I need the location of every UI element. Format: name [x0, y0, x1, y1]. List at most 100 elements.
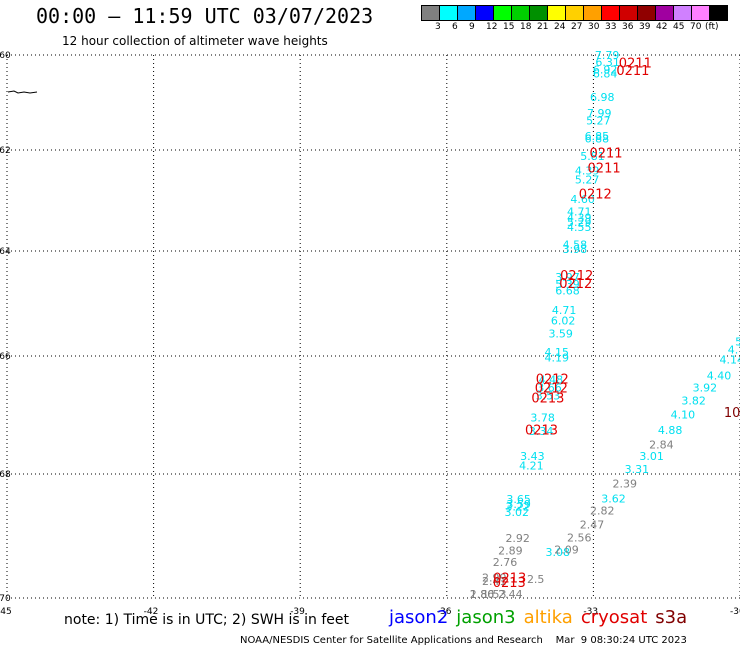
latitude-tick-label: -62 — [0, 146, 11, 156]
color-scale-label: 36 — [622, 22, 634, 32]
color-scale-label: 27 — [571, 22, 583, 32]
wave-height-label: 4.14 — [719, 354, 740, 367]
wave-height-label: 2.92 — [505, 532, 530, 545]
longitude-tick-label: -39 — [290, 607, 305, 617]
wave-height-label: 3.34 — [529, 425, 554, 438]
island-outline — [7, 90, 38, 94]
color-scale-label: 33 — [605, 22, 617, 32]
color-scale-label: 3 — [435, 22, 441, 32]
color-scale-label: 70 — [690, 22, 702, 32]
wave-height-label: 5.27 — [586, 114, 611, 127]
wave-height-label: 2.99 — [482, 571, 507, 584]
wave-height-label: 6.02 — [551, 315, 576, 328]
wave-height-label: 2.82 — [590, 504, 615, 517]
color-scale-label: 24 — [554, 22, 566, 32]
pass-time-label: 0212 — [560, 269, 593, 284]
pass-time-label: 0212 — [535, 382, 568, 397]
wave-height-label: 4.55 — [567, 221, 592, 234]
latitude-tick-label: -64 — [0, 247, 11, 257]
wave-height-label: 3.22 — [505, 501, 530, 514]
color-scale-label: 30 — [588, 22, 600, 32]
pass-time-label: 0211 — [619, 56, 652, 71]
wave-height-label: 5.81 — [580, 150, 605, 163]
pass-time-label: 0211 — [616, 64, 649, 79]
legend-entry-jason3: jason3 — [456, 607, 516, 628]
legend-entry-altika: altika — [523, 607, 573, 628]
longitude-tick-label: -33 — [583, 607, 598, 617]
pass-time-label: 0212 — [559, 277, 592, 292]
wave-height-label: 3.02 — [504, 506, 528, 519]
wave-height-label: 2.47 — [580, 519, 605, 532]
pass-time-label: 0213 — [493, 572, 526, 587]
pass-time-label: 1043 — [724, 406, 740, 421]
wave-height-label: 3.82 — [681, 394, 706, 407]
pass-time-label: 0211 — [588, 162, 621, 177]
wave-height-label: 3.78 — [530, 411, 555, 424]
wave-height-label: 4.19 — [545, 351, 570, 364]
color-scale-label: 21 — [537, 22, 549, 32]
wave-height-label: 4.58 — [563, 238, 588, 251]
wave-height-label: 3.43 — [520, 450, 545, 463]
wave-height-label: 5 — [735, 336, 740, 349]
color-scale-label: 18 — [520, 22, 532, 32]
wave-height-label: 6.92 — [593, 64, 618, 77]
latitude-tick-label: -70 — [0, 594, 11, 604]
pass-time-label: 0213 — [525, 423, 558, 438]
wave-height-label: 3.97 — [555, 271, 580, 284]
wave-height-label: 4.71 — [552, 304, 577, 317]
wave-height-label: 2.76 — [493, 556, 518, 569]
wave-height-label: 7.99 — [587, 107, 612, 120]
wave-height-label: 7.79 — [595, 49, 620, 62]
legend-entry-jason2: jason2 — [389, 607, 449, 628]
color-scale-label: 6 — [452, 22, 458, 32]
wave-height-label: 2.09 — [554, 543, 579, 556]
wave-height-label: 1.53 — [482, 588, 507, 601]
wave-height-label: 3.59 — [548, 328, 573, 341]
color-scale-label: (ft) — [705, 22, 719, 32]
color-swatch — [709, 5, 728, 21]
wave-height-label: 5.27 — [575, 173, 600, 186]
wave-height-label: 3.98 — [563, 243, 588, 256]
pass-time-label: 0213 — [493, 576, 526, 591]
wave-height-label: 5.29 — [567, 216, 592, 229]
coastline-fragment — [7, 90, 38, 94]
wave-height-label: 2.44 — [498, 588, 523, 601]
wave-height-label: 6.85 — [585, 130, 610, 143]
pass-time-labels: 0211021102110211021202120212021202120213… — [493, 56, 740, 590]
legend-entry-s3a: s3a — [655, 607, 688, 628]
wave-height-label: 2.41 — [482, 575, 507, 588]
wave-height-label: 1.80 — [470, 588, 495, 601]
pass-time-label: 0213 — [531, 392, 564, 407]
wave-height-label: 4.10 — [671, 409, 696, 422]
color-scale-label: 15 — [503, 22, 515, 32]
wave-height-label: 6.31 — [595, 56, 620, 69]
longitude-tick-label: -36 — [437, 607, 452, 617]
wave-height-label: 3.59 — [506, 498, 531, 511]
satellite-legend: jason2 jason3 altika cryosat s3a — [389, 607, 695, 628]
wave-height-label: 6.84 — [593, 67, 618, 80]
color-scale-label: 39 — [639, 22, 651, 32]
wave-height-label: 4.21 — [519, 459, 544, 472]
color-scale-label: 9 — [469, 22, 475, 32]
wave-height-label: 6.88 — [585, 132, 610, 145]
credit-line: NOAA/NESDIS Center for Satellite Applica… — [240, 635, 687, 646]
wave-height-label: 4.39 — [575, 165, 600, 178]
wave-height-label: 2.84 — [649, 439, 674, 452]
color-scale-label: 45 — [673, 22, 685, 32]
wave-height-label: 5.39 — [555, 278, 580, 291]
longitude-tick-label: -30 — [730, 607, 740, 617]
wave-height-label: 4.60 — [570, 193, 595, 206]
graticule — [6, 54, 740, 599]
wave-height-label: 4.39 — [567, 212, 592, 225]
wave-height-label: 3.65 — [506, 493, 531, 506]
pass-time-label: 0212 — [536, 373, 569, 388]
map-title: 00:00 — 11:59 UTC 03/07/2023 — [36, 4, 374, 28]
wave-height-label: 2.5 — [527, 573, 545, 586]
wave-height-label: 6.68 — [555, 285, 580, 298]
legend-entry-cryosat: cryosat — [580, 607, 648, 628]
wave-height-label: 2.56 — [567, 532, 592, 545]
longitude-tick-label: -42 — [144, 607, 159, 617]
wave-height-label: 4.15 — [545, 346, 570, 359]
wave-height-label: 3.08 — [546, 546, 571, 559]
